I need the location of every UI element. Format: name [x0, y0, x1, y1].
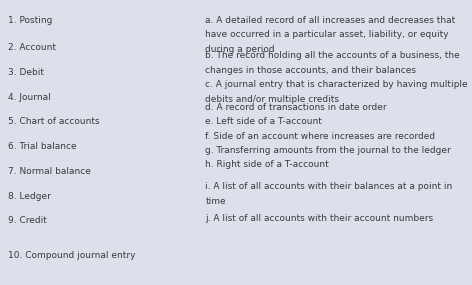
Text: a. A detailed record of all increases and decreases that: a. A detailed record of all increases an… — [205, 16, 455, 25]
Text: 7. Normal balance: 7. Normal balance — [8, 167, 92, 176]
Text: 2. Account: 2. Account — [8, 43, 57, 52]
Text: b. The record holding all the accounts of a business, the: b. The record holding all the accounts o… — [205, 51, 460, 60]
Text: j. A list of all accounts with their account numbers: j. A list of all accounts with their acc… — [205, 214, 433, 223]
Text: f. Side of an account where increases are recorded: f. Side of an account where increases ar… — [205, 132, 436, 141]
Text: 3. Debit: 3. Debit — [8, 68, 44, 77]
Text: i. A list of all accounts with their balances at a point in: i. A list of all accounts with their bal… — [205, 182, 453, 191]
Text: 5. Chart of accounts: 5. Chart of accounts — [8, 117, 100, 127]
Text: time: time — [205, 197, 226, 206]
Text: 6. Trial balance: 6. Trial balance — [8, 142, 77, 151]
Text: 8. Ledger: 8. Ledger — [8, 192, 51, 201]
Text: d. A record of transactions in date order: d. A record of transactions in date orde… — [205, 103, 387, 112]
Text: have occurred in a particular asset, liability, or equity: have occurred in a particular asset, lia… — [205, 30, 449, 40]
Text: 9. Credit: 9. Credit — [8, 216, 47, 225]
Text: g. Transferring amounts from the journal to the ledger: g. Transferring amounts from the journal… — [205, 146, 451, 155]
Text: 1. Posting: 1. Posting — [8, 16, 53, 25]
Text: 4. Journal: 4. Journal — [8, 93, 51, 102]
Text: e. Left side of a T-account: e. Left side of a T-account — [205, 117, 322, 126]
Text: debits and/or multiple credits: debits and/or multiple credits — [205, 95, 339, 104]
Text: during a period: during a period — [205, 45, 275, 54]
Text: c. A journal entry that is characterized by having multiple: c. A journal entry that is characterized… — [205, 80, 468, 89]
Text: 10. Compound journal entry: 10. Compound journal entry — [8, 251, 136, 260]
Text: h. Right side of a T-account: h. Right side of a T-account — [205, 160, 329, 170]
Text: changes in those accounts, and their balances: changes in those accounts, and their bal… — [205, 66, 416, 75]
